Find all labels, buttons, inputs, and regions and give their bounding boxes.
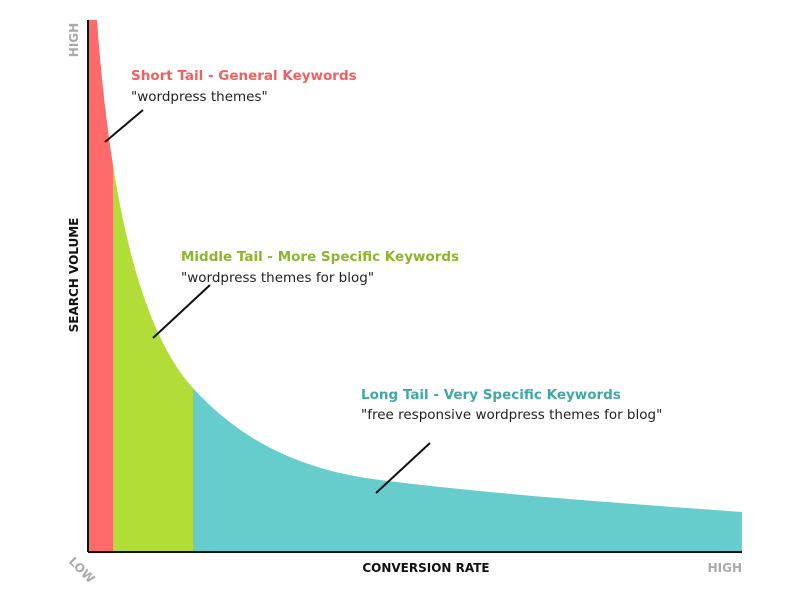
- leader-line: [104, 109, 144, 143]
- x-high-label: HIGH: [708, 561, 742, 575]
- segment-title: Long Tail - Very Specific Keywords: [361, 387, 621, 403]
- leader-line: [375, 442, 431, 494]
- short-tail-area: [88, 20, 113, 552]
- segment-example: "wordpress themes for blog": [181, 270, 374, 286]
- segment-example: "free responsive wordpress themes for bl…: [361, 407, 662, 423]
- y-high-label: HIGH: [67, 23, 81, 57]
- origin-label: LOW: [66, 554, 98, 586]
- x-axis-label: CONVERSION RATE: [362, 561, 489, 575]
- leader-line: [152, 284, 211, 339]
- segment-title: Middle Tail - More Specific Keywords: [181, 249, 459, 265]
- segment-example: "wordpress themes": [131, 89, 268, 105]
- segment-title: Short Tail - General Keywords: [131, 68, 357, 84]
- y-axis-label: SEARCH VOLUME: [67, 218, 81, 333]
